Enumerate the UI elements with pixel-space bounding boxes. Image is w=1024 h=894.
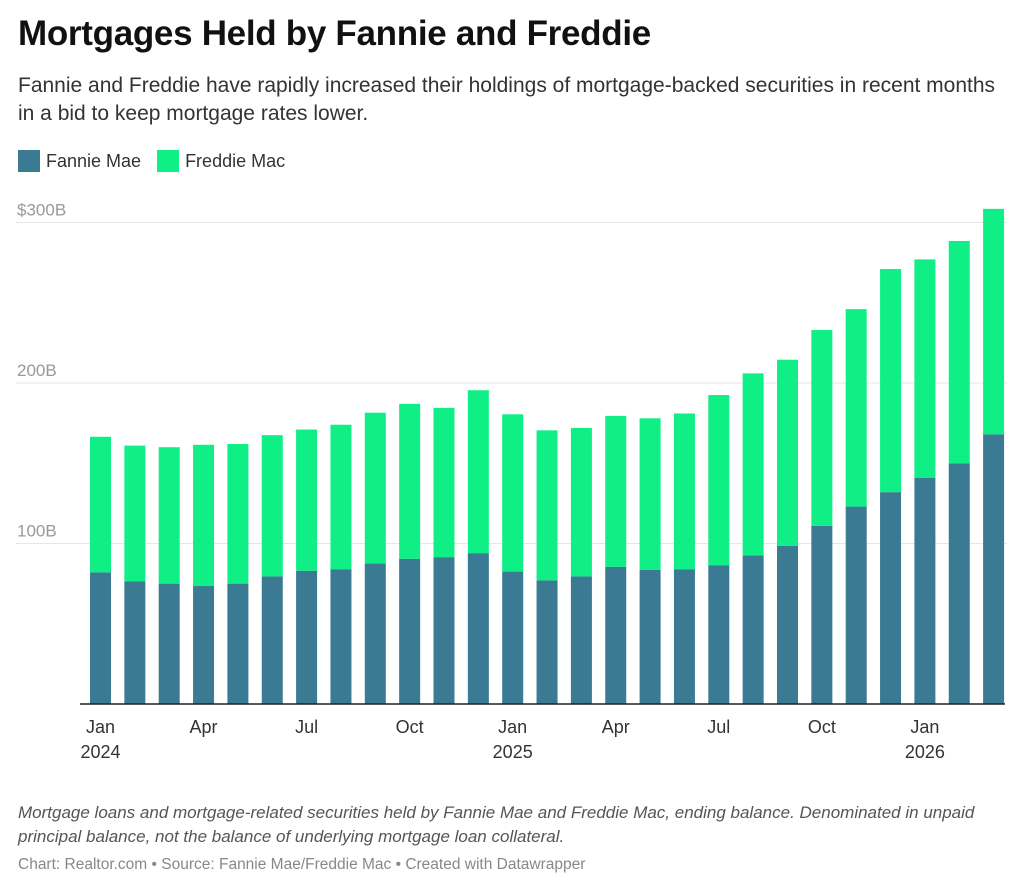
bar-fannie-mae bbox=[90, 572, 111, 704]
x-tick-month: Jan bbox=[498, 717, 527, 737]
bar-freddie-mac bbox=[605, 415, 627, 567]
bar-fannie-mae bbox=[914, 477, 936, 704]
x-tick-month: Oct bbox=[808, 717, 836, 737]
bar-fannie-mae bbox=[570, 576, 592, 704]
bar-freddie-mac bbox=[399, 403, 421, 559]
bar-fannie-mae bbox=[777, 545, 798, 704]
bar-fannie-mae bbox=[639, 569, 661, 704]
x-tick-month: Jul bbox=[295, 717, 318, 737]
chart-title: Mortgages Held by Fannie and Freddie bbox=[18, 14, 651, 53]
x-tick-month: Oct bbox=[396, 717, 424, 737]
bar-freddie-mac bbox=[261, 435, 283, 577]
bar-fannie-mae bbox=[330, 569, 352, 704]
bar-freddie-mac bbox=[708, 395, 730, 566]
x-tick-month: Apr bbox=[602, 717, 630, 737]
bar-fannie-mae bbox=[948, 463, 970, 704]
x-tick-month: Jan bbox=[910, 717, 939, 737]
bar-fannie-mae bbox=[433, 557, 455, 704]
bar-freddie-mac bbox=[536, 430, 558, 581]
y-axis-labels: 100B 200B $300B bbox=[17, 201, 66, 541]
bar-fannie-mae bbox=[708, 565, 730, 704]
bar-fannie-mae bbox=[124, 581, 146, 704]
bar-fannie-mae bbox=[467, 553, 489, 704]
bar-freddie-mac bbox=[777, 359, 798, 546]
legend-label-fannie: Fannie Mae bbox=[46, 150, 142, 171]
legend-label-freddie: Freddie Mac bbox=[185, 150, 286, 171]
legend: Fannie Mae Freddie Mac bbox=[18, 149, 301, 173]
bar-freddie-mac bbox=[914, 259, 936, 478]
bar-freddie-mac bbox=[673, 413, 695, 570]
x-tick-month: Jan bbox=[86, 717, 115, 737]
bar-freddie-mac bbox=[433, 407, 455, 558]
x-tick-year: 2026 bbox=[905, 742, 945, 762]
x-tick-month: Apr bbox=[190, 717, 218, 737]
bar-freddie-mac bbox=[124, 445, 146, 582]
bar-fannie-mae bbox=[605, 566, 627, 704]
bar-freddie-mac bbox=[845, 309, 867, 507]
bar-freddie-mac bbox=[467, 390, 489, 554]
bar-freddie-mac bbox=[983, 208, 1005, 435]
bar-freddie-mac bbox=[364, 412, 386, 564]
y-tick-label: 100B bbox=[17, 522, 57, 541]
bar-fannie-mae bbox=[364, 563, 386, 704]
x-tick-year: 2025 bbox=[493, 742, 533, 762]
bar-freddie-mac bbox=[948, 240, 970, 464]
bar-fannie-mae bbox=[502, 571, 524, 704]
x-axis-labels: Jan 2024 Apr Jul Oct Jan 2025 Apr Jul Oct Jan 2026 bbox=[80, 717, 944, 762]
bar-freddie-mac bbox=[158, 447, 180, 584]
x-tick-year: 2024 bbox=[80, 742, 120, 762]
bar-freddie-mac bbox=[193, 444, 215, 587]
x-tick-month: Jul bbox=[707, 717, 730, 737]
bar-fannie-mae bbox=[261, 576, 283, 704]
chart-subtitle: Fannie and Freddie have rapidly increase… bbox=[18, 74, 996, 125]
chart-note: Mortgage loans and mortgage-related secu… bbox=[18, 803, 975, 846]
bar-freddie-mac bbox=[502, 414, 524, 572]
bar-fannie-mae bbox=[158, 583, 180, 704]
bar-fannie-mae bbox=[227, 583, 249, 704]
legend-item-freddie: Freddie Mac bbox=[157, 150, 285, 172]
bar-fannie-mae bbox=[673, 569, 695, 704]
bar-freddie-mac bbox=[330, 424, 352, 570]
bar-freddie-mac bbox=[639, 418, 661, 570]
bar-fannie-mae bbox=[983, 434, 1005, 704]
bar-freddie-mac bbox=[742, 373, 764, 556]
bar-freddie-mac bbox=[90, 436, 111, 573]
y-tick-label: 200B bbox=[17, 361, 57, 380]
stacked-bar-chart: 100B 200B $300B Jan 2024 Apr Jul Oct Jan 2025 Apr… bbox=[16, 201, 1007, 762]
bar-fannie-mae bbox=[193, 586, 215, 704]
bar-fannie-mae bbox=[811, 525, 833, 704]
bar-freddie-mac bbox=[880, 269, 902, 493]
bar-fannie-mae bbox=[536, 580, 558, 704]
bar-freddie-mac bbox=[811, 330, 833, 526]
bars bbox=[90, 208, 1005, 704]
y-tick-label: $300B bbox=[17, 201, 66, 220]
bar-freddie-mac bbox=[296, 429, 318, 571]
bar-fannie-mae bbox=[845, 506, 867, 704]
bar-freddie-mac bbox=[227, 443, 249, 584]
legend-swatch-fannie bbox=[18, 150, 40, 172]
bar-freddie-mac bbox=[570, 427, 592, 577]
bar-fannie-mae bbox=[742, 555, 764, 704]
legend-item-fannie: Fannie Mae bbox=[18, 150, 141, 172]
bar-fannie-mae bbox=[880, 492, 902, 704]
bar-fannie-mae bbox=[296, 570, 318, 704]
chart-credit: Chart: Realtor.com • Source: Fannie Mae/… bbox=[18, 856, 586, 873]
legend-swatch-freddie bbox=[157, 150, 180, 172]
bar-fannie-mae bbox=[399, 558, 421, 704]
